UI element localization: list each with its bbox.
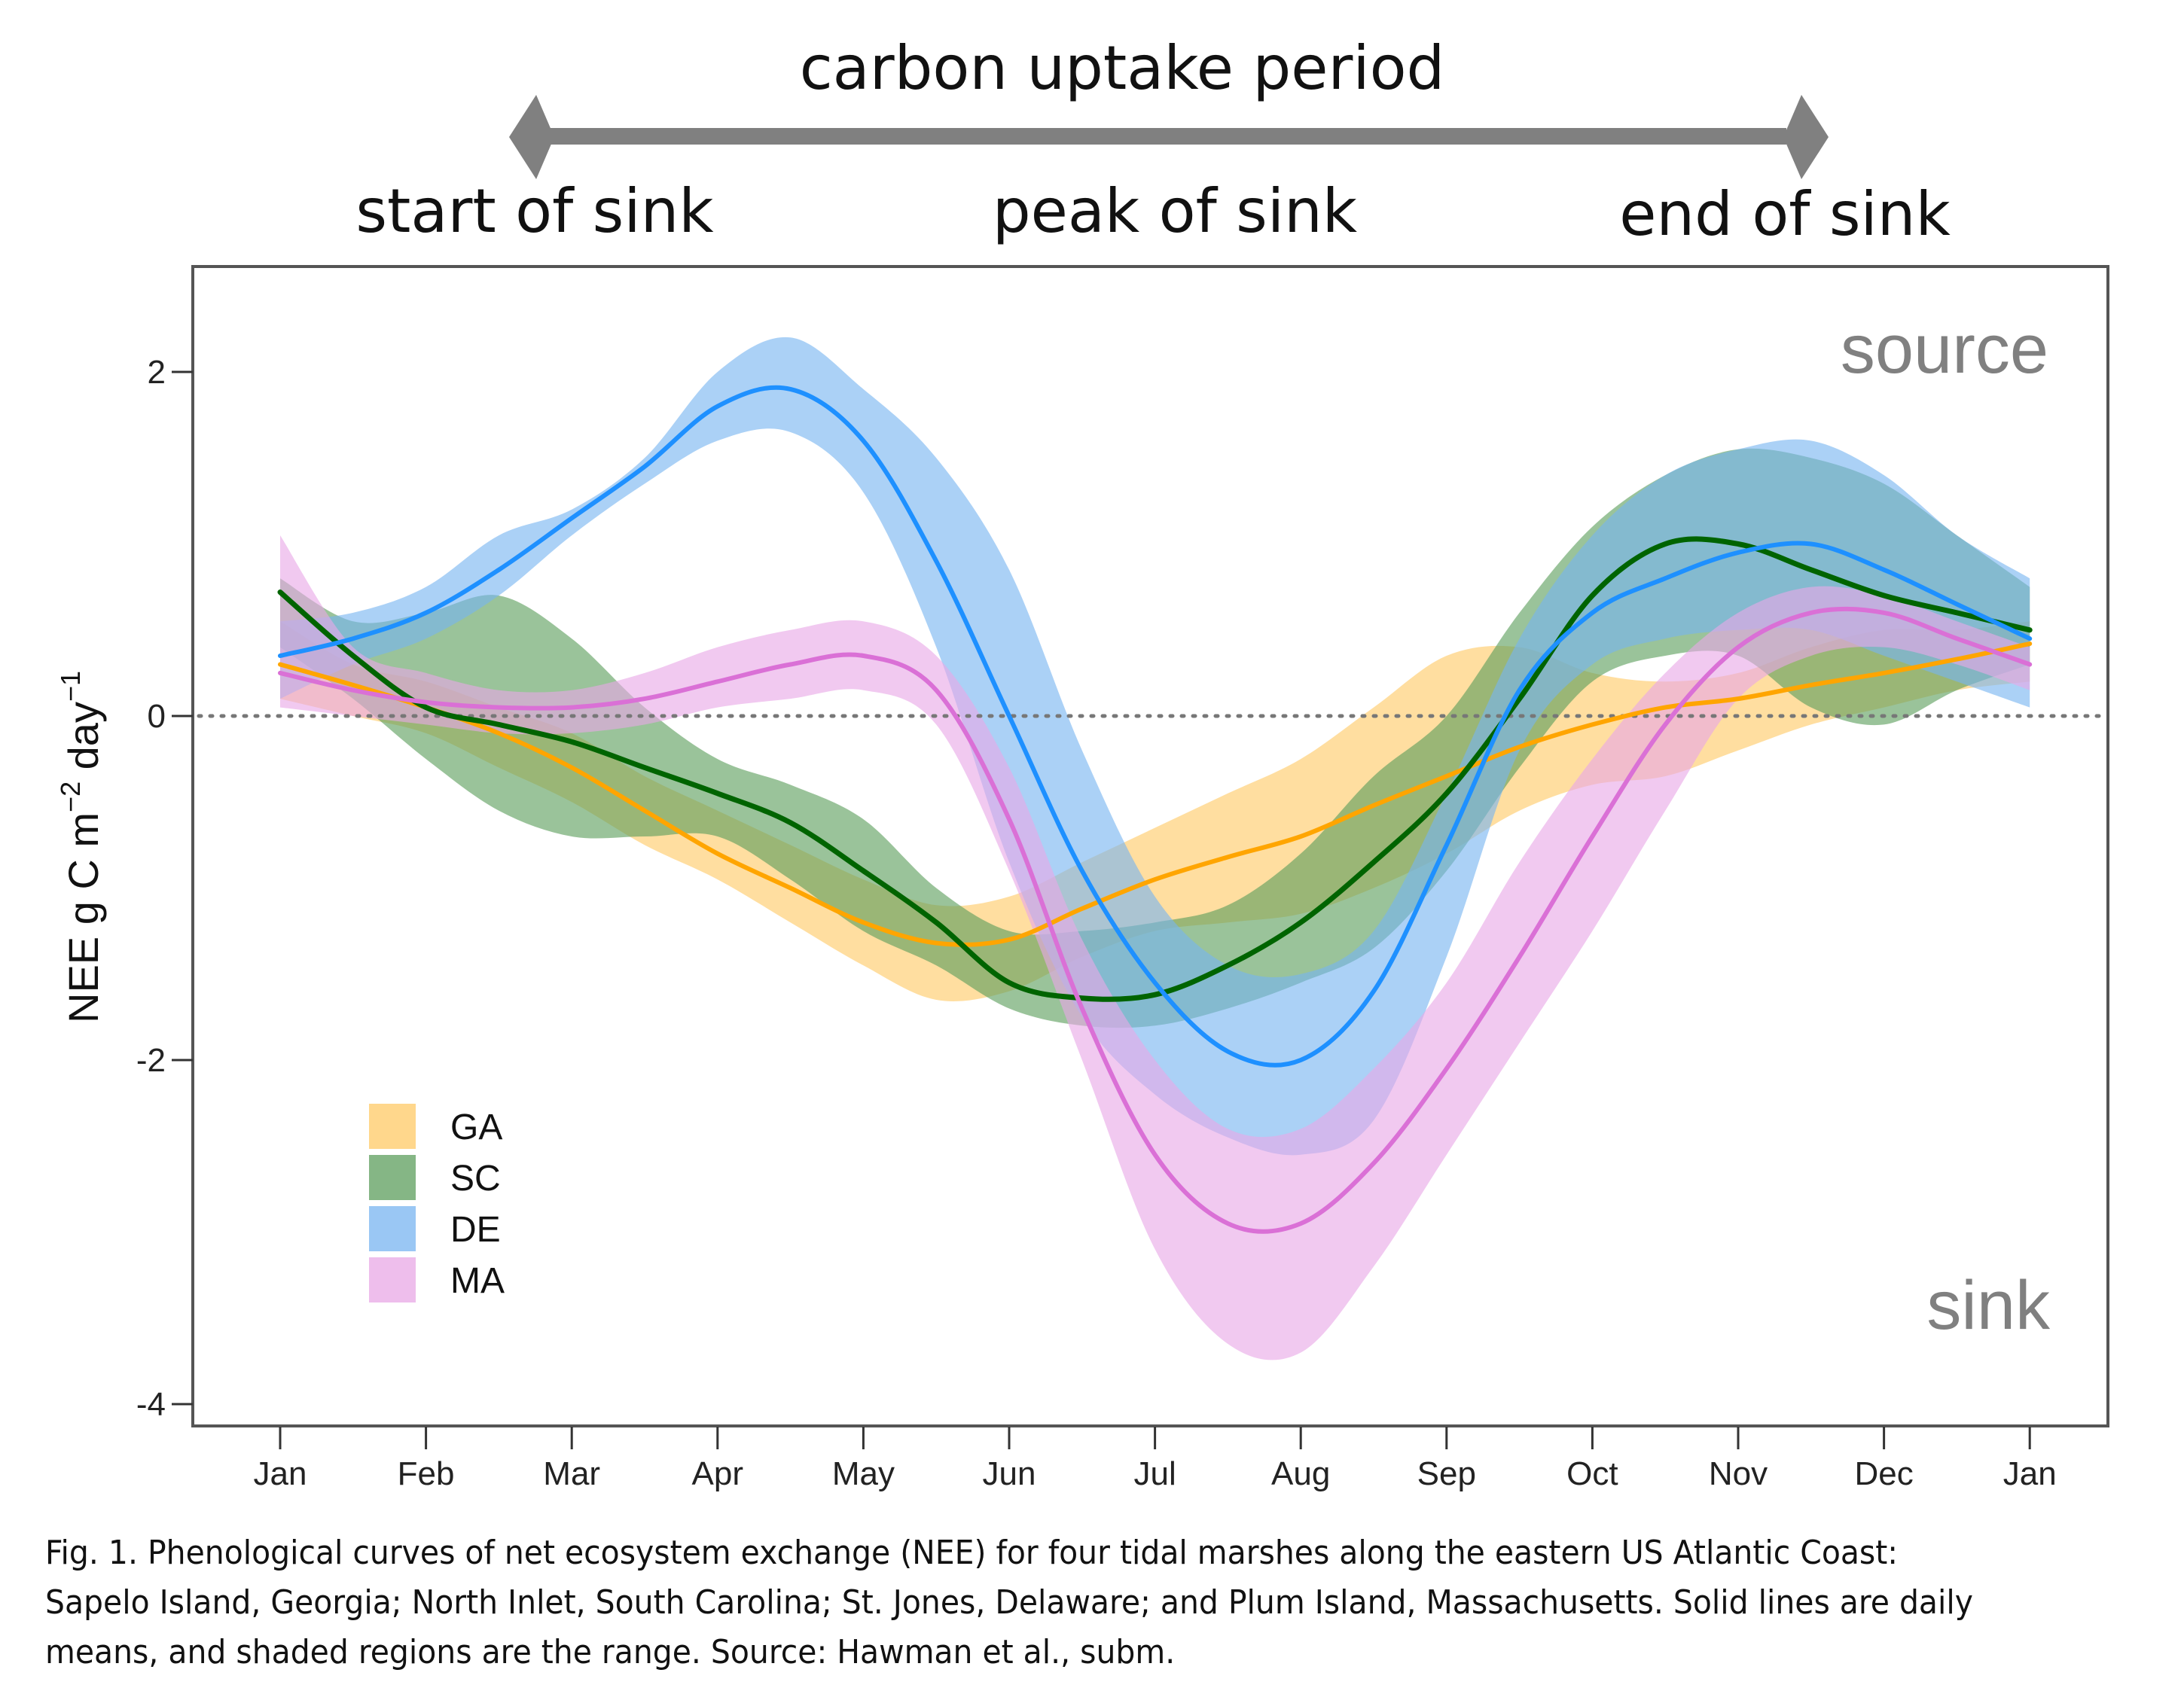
- x-tick-label: Feb: [398, 1455, 455, 1492]
- x-tick-label: Nov: [1709, 1455, 1768, 1492]
- legend-swatch-de: [369, 1206, 416, 1251]
- arrow-head-left-icon: [509, 95, 554, 179]
- x-tick-label: Jan: [2003, 1455, 2057, 1492]
- x-tick-label: May: [832, 1455, 895, 1492]
- legend-swatch-ga: [369, 1104, 416, 1149]
- start-of-sink-label: start of sink: [355, 176, 714, 246]
- x-tick-label: Sep: [1417, 1455, 1476, 1492]
- x-axis: Jan Feb Mar Apr May Jun Jul Aug Sep Oct Nov Dec Jan: [254, 1427, 2057, 1492]
- end-of-sink-label: end of sink: [1619, 179, 1951, 249]
- x-tick-label: Jul: [1133, 1455, 1176, 1492]
- x-tick-label: Apr: [692, 1455, 743, 1492]
- y-tick-label: -2: [136, 1042, 166, 1079]
- band-ma: [280, 535, 2030, 1360]
- legend-label-ga: GA: [450, 1107, 502, 1147]
- y-label-exp2: −1: [55, 671, 86, 702]
- y-axis: 2 0 -2 -4: [136, 354, 193, 1423]
- y-axis-label: NEE g C m−2 day−1: [55, 671, 107, 1023]
- x-tick-label: Aug: [1271, 1455, 1330, 1492]
- legend-label-ma: MA: [450, 1261, 505, 1301]
- y-label-mid: day: [59, 702, 107, 781]
- x-tick-label: Jan: [254, 1455, 307, 1492]
- mean-line-ma: [278, 606, 2033, 1234]
- sink-label: sink: [1926, 1267, 2051, 1344]
- range-bands: [280, 337, 2030, 1360]
- plot-frame: [191, 265, 2109, 1427]
- carbon-uptake-arrow: [509, 95, 1829, 179]
- legend-label-sc: SC: [450, 1159, 501, 1199]
- x-tick-label: Mar: [543, 1455, 600, 1492]
- y-tick-label: 2: [148, 354, 166, 391]
- mean-line-de: [278, 385, 2033, 1068]
- y-label-base: NEE g C m: [59, 812, 107, 1023]
- arrow-shaft: [544, 128, 1786, 145]
- band-de: [280, 337, 2030, 1156]
- source-label: source: [1841, 311, 2048, 388]
- mean-line-ga: [278, 641, 2033, 947]
- x-tick-label: Oct: [1566, 1455, 1618, 1492]
- carbon-uptake-period-label: carbon uptake period: [800, 33, 1445, 103]
- figure-caption: Fig. 1. Phenological curves of net ecosy…: [45, 1534, 1973, 1671]
- y-tick-label: 0: [148, 698, 166, 735]
- mean-lines: [277, 385, 2033, 1234]
- nee-chart: carbon uptake period start of sink peak …: [55, 33, 2109, 1492]
- legend-swatch-ma: [369, 1257, 416, 1302]
- y-tick-label: -4: [136, 1386, 166, 1423]
- legend-label-de: DE: [450, 1210, 501, 1250]
- peak-of-sink-label: peak of sink: [993, 176, 1358, 246]
- mean-line-sc: [277, 536, 2033, 1002]
- x-tick-label: Jun: [983, 1455, 1036, 1492]
- y-label-exp1: −2: [55, 781, 86, 812]
- legend-swatch-sc: [369, 1155, 416, 1200]
- x-tick-label: Dec: [1854, 1455, 1913, 1492]
- legend: GA SC DE MA: [369, 1104, 505, 1302]
- arrow-head-right-icon: [1783, 95, 1829, 179]
